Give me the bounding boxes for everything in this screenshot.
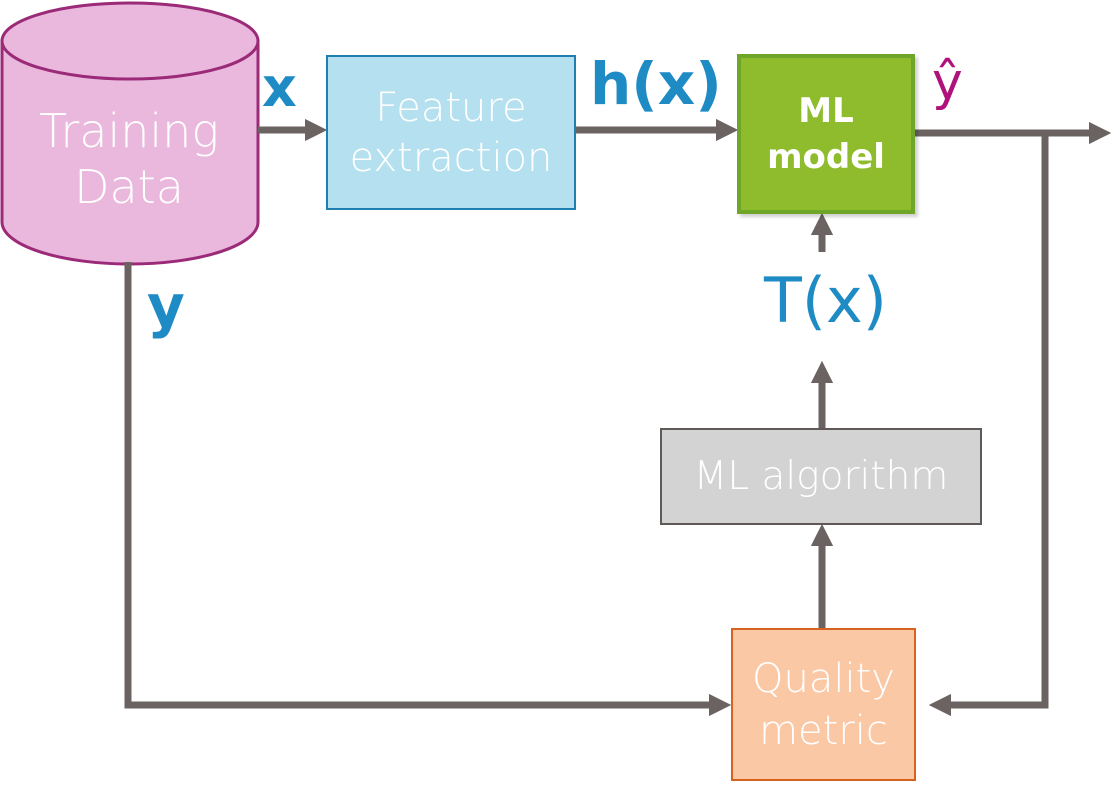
feature-extraction-label: Feature extraction — [349, 84, 553, 181]
edge-data-to-quality — [124, 262, 732, 717]
edge-output-to-quality — [928, 133, 1049, 717]
feature-extraction-box: Feature extraction — [326, 55, 576, 210]
ml-model-box: ML model — [737, 54, 915, 214]
training-data-cylinder — [0, 1, 260, 266]
ml-algorithm-label: ML algorithm — [693, 454, 949, 499]
edge-label-t-of-x: T(x) — [764, 264, 887, 337]
ml-algorithm-box: ML algorithm — [660, 428, 982, 525]
quality-metric-box: Quality metric — [731, 628, 916, 781]
edge-label-y-hat: ŷ — [932, 52, 963, 112]
edge-label-h-of-x: h(x) — [590, 50, 722, 118]
edge-label-y: y — [147, 272, 185, 340]
ml-model-label: ML model — [767, 91, 885, 177]
training-data-label: Training Data — [39, 104, 219, 214]
quality-metric-label: Quality metric — [752, 655, 895, 754]
edge-label-x: x — [262, 56, 297, 119]
